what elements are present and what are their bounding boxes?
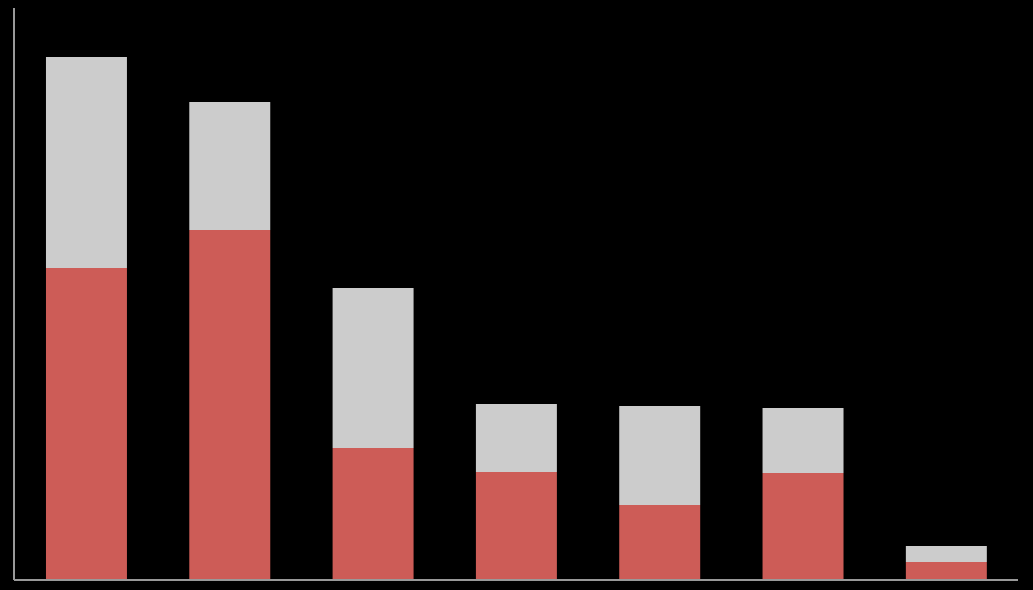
bar-segment	[189, 230, 271, 580]
bar-segment	[762, 408, 844, 473]
bar-segment	[45, 57, 127, 268]
bar-segment	[762, 473, 844, 580]
bar-segment	[619, 505, 701, 580]
bar-segment	[619, 406, 701, 505]
bar-segment	[189, 102, 271, 230]
bar-segment	[332, 448, 414, 580]
bar-segment	[905, 546, 987, 562]
bar-segment	[475, 404, 557, 472]
bar-segment	[905, 562, 987, 580]
bar-segment	[332, 288, 414, 448]
bar-segment	[475, 472, 557, 580]
bar-segment	[45, 268, 127, 580]
